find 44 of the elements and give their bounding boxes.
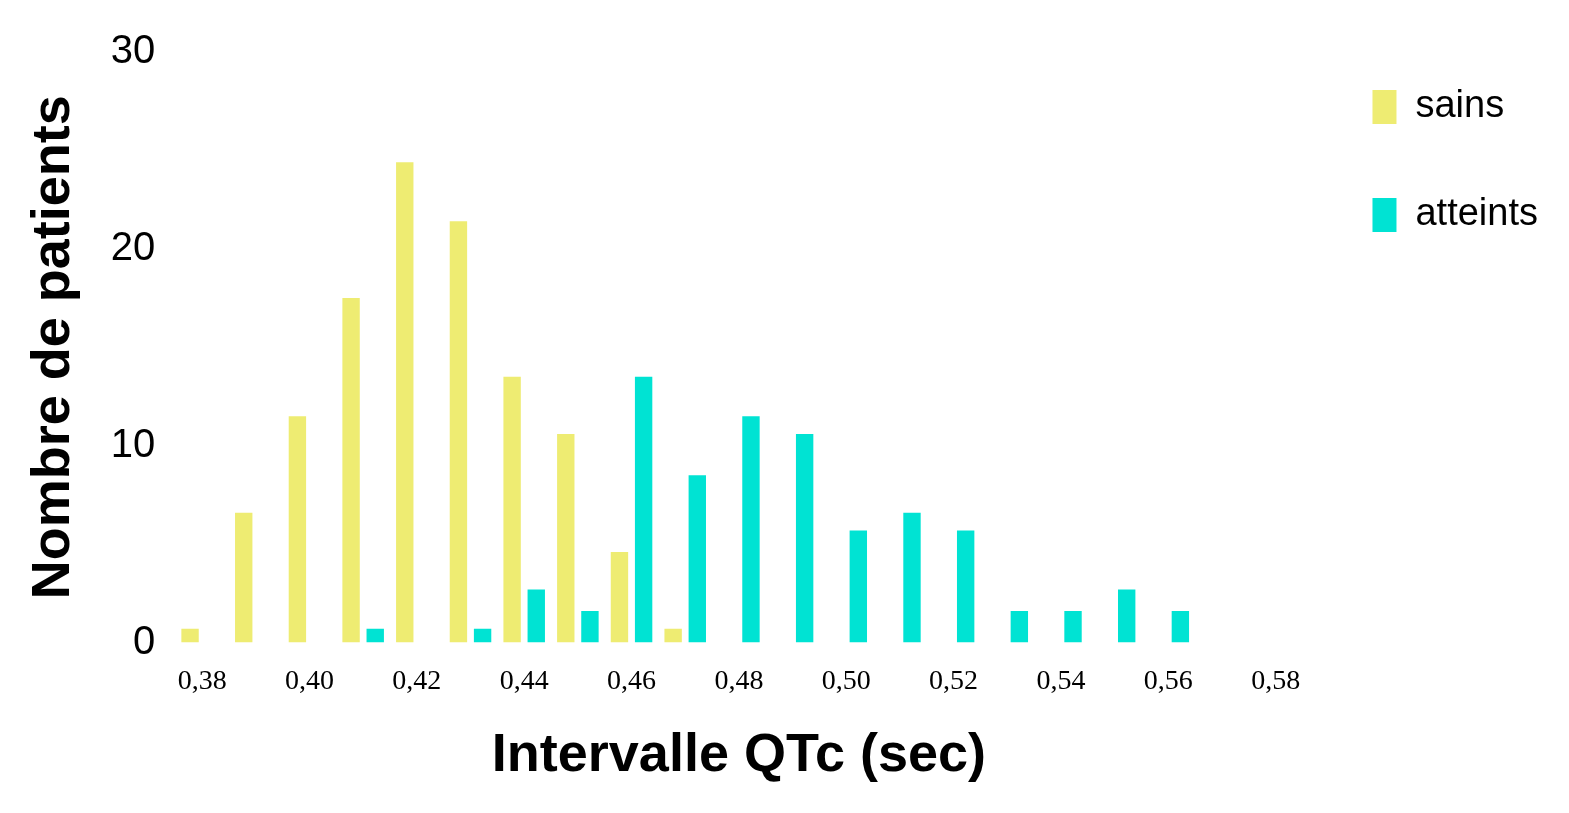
- bar: [742, 416, 760, 643]
- bar: [1064, 611, 1082, 643]
- bar: [473, 628, 492, 643]
- bar: [557, 433, 575, 643]
- bar: [581, 611, 599, 643]
- x-tick-label: 0,46: [607, 663, 657, 695]
- x-tick-label: 0,50: [821, 663, 871, 695]
- y-tick-label: 10: [110, 420, 156, 465]
- x-tick-label: 0,44: [499, 663, 549, 695]
- bar: [342, 298, 360, 643]
- legend-label: sains: [1415, 83, 1505, 126]
- x-tick-label: 0,54: [1036, 663, 1086, 695]
- x-tick-label: 0,58: [1251, 663, 1301, 695]
- bar: [449, 221, 468, 643]
- bar: [688, 475, 706, 643]
- y-axis-title: Nombre de patients: [20, 95, 81, 600]
- x-tick-label: 0,52: [929, 663, 979, 695]
- bar: [288, 416, 307, 643]
- x-tick-label: 0,38: [177, 663, 227, 695]
- bar: [610, 552, 629, 643]
- legend-label: atteints: [1415, 191, 1539, 234]
- bar: [366, 628, 384, 643]
- bar: [1118, 589, 1136, 643]
- bar: [527, 589, 545, 643]
- y-tick-label: 30: [110, 27, 156, 72]
- y-tick-label: 0: [133, 617, 156, 662]
- x-tick-label: 0,40: [284, 663, 334, 695]
- bar: [181, 628, 199, 643]
- x-tick-label: 0,42: [392, 663, 442, 695]
- bar: [1010, 611, 1029, 643]
- bar: [396, 162, 414, 643]
- bar: [795, 433, 814, 643]
- bar: [903, 512, 921, 643]
- bar: [664, 628, 682, 643]
- y-tick-label: 20: [110, 223, 156, 268]
- x-tick-label: 0,56: [1143, 663, 1193, 695]
- bar: [634, 376, 653, 643]
- bar: [956, 530, 975, 643]
- bar: [235, 512, 253, 643]
- x-tick-label: 0,48: [714, 663, 764, 695]
- bar: [1171, 611, 1190, 643]
- bar: [503, 376, 521, 643]
- x-axis-title: Intervalle QTc (sec): [491, 722, 986, 783]
- bar: [849, 530, 868, 643]
